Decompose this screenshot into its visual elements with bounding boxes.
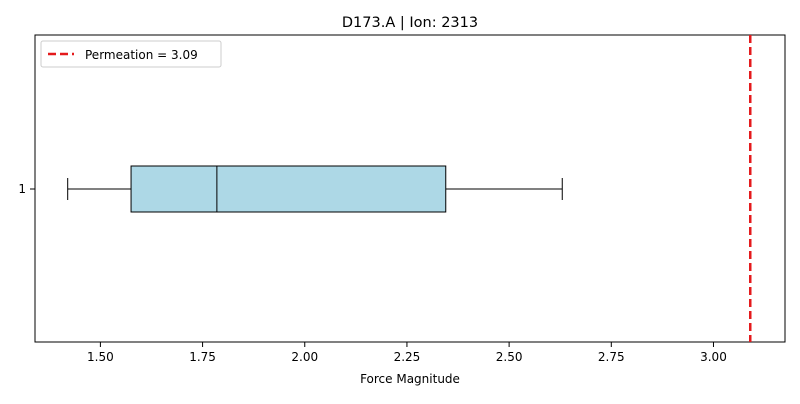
x-tick-label: 2.50 (496, 350, 523, 364)
x-tick-label: 3.00 (700, 350, 727, 364)
y-axis-ticks: 1 (18, 182, 35, 196)
legend: Permeation = 3.09 (40, 40, 222, 68)
y-tick-label: 1 (18, 182, 26, 196)
legend-box (40, 40, 222, 68)
legend-label: Permeation = 3.09 (85, 48, 198, 62)
x-tick-label: 1.75 (189, 350, 216, 364)
box-group (67, 165, 563, 213)
iqr-box (130, 165, 447, 213)
chart-title: D173.A | Ion: 2313 (342, 15, 478, 31)
x-tick-label: 2.00 (291, 350, 318, 364)
x-axis-label: Force Magnitude (360, 372, 460, 386)
x-tick-label: 1.50 (87, 350, 114, 364)
x-tick-label: 2.75 (598, 350, 625, 364)
x-tick-label: 2.25 (394, 350, 421, 364)
x-axis-ticks: 1.50 1.75 2.00 2.25 2.50 2.75 3.00 (87, 342, 727, 364)
